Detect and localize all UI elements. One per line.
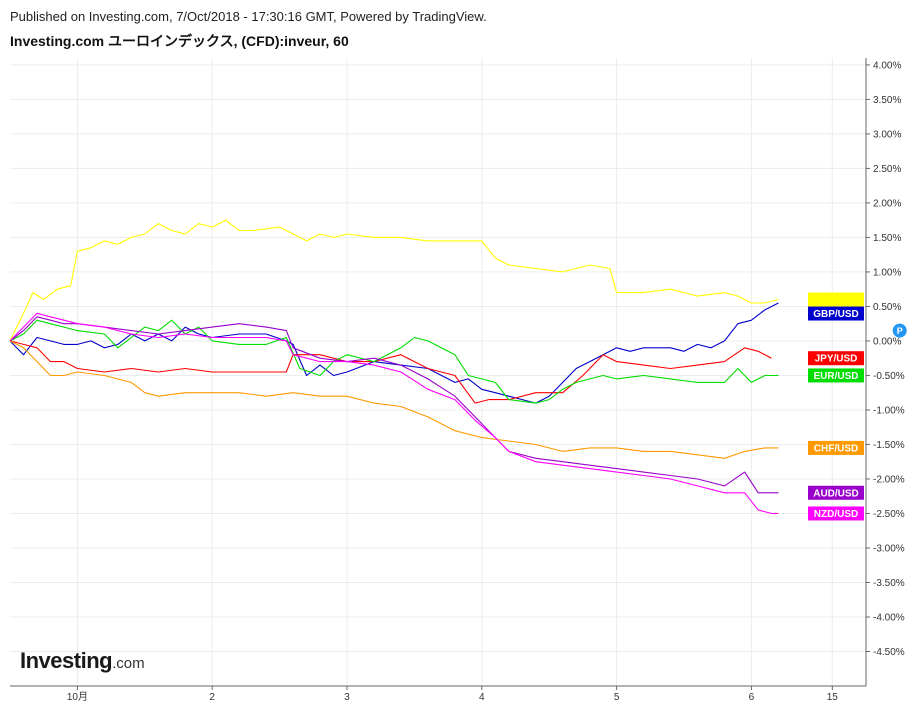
y-tick-label: -3.00%: [873, 543, 905, 554]
series-tag-label: NZD/USD: [814, 509, 858, 520]
series-tag-label: EUR/USD: [813, 371, 858, 382]
y-tick-label: -2.50%: [873, 509, 905, 520]
y-tick-label: 1.00%: [873, 267, 901, 278]
investing-logo: Investing.com: [20, 648, 145, 674]
logo-suffix: .com: [112, 655, 145, 672]
y-tick-label: -1.50%: [873, 440, 905, 451]
series-tag-gbp-usd: [808, 306, 864, 321]
x-tick-label: 2: [209, 692, 215, 703]
series-lines: [9, 219, 779, 515]
series-tag-label: CHF/USD: [814, 443, 858, 454]
series-tag-index: [808, 292, 864, 307]
series-tag-label: GBP/USD: [813, 309, 859, 320]
series-tag-label: AUD/USD: [813, 488, 859, 499]
y-tick-label: 0.00%: [873, 336, 901, 347]
grid: [10, 58, 866, 686]
p-marker-label: P: [897, 326, 903, 336]
series-line-index: [9, 219, 779, 342]
y-tick-label: 4.00%: [873, 60, 901, 71]
y-tick-label: 3.50%: [873, 95, 901, 106]
x-tick-label: 6: [749, 692, 755, 703]
series-line-jpy-usd: [9, 340, 772, 404]
y-tick-label: 2.00%: [873, 198, 901, 209]
series-tag-eur-usd: [808, 368, 864, 383]
x-tick-label: 4: [479, 692, 485, 703]
series-tag-aud-usd: [808, 485, 864, 500]
series-line-aud-usd: [9, 316, 779, 494]
published-note: Published on Investing.com, 7/Oct/2018 -…: [10, 9, 487, 24]
x-tick-label: 3: [344, 692, 350, 703]
series-tag-jpy-usd: [808, 351, 864, 366]
p-marker[interactable]: P: [892, 323, 907, 338]
axes: 4.00% 3.50% 3.00% 2.50% 2.00% 1.50% 1.00% 0.50%…: [10, 58, 905, 703]
y-tick-label: -0.50%: [873, 371, 905, 382]
y-tick-label: -4.00%: [873, 612, 905, 623]
series-tag-nzd-usd: [808, 506, 864, 521]
series-tag-label: JPY/USD: [815, 354, 858, 365]
y-tick-label: -1.00%: [873, 405, 905, 416]
y-tick-label: -3.50%: [873, 578, 905, 589]
series-tag-chf-usd: [808, 440, 864, 455]
y-tick-label: 1.50%: [873, 233, 901, 244]
x-tick-label: 10月: [67, 691, 88, 703]
series-line-gbp-usd: [9, 302, 779, 404]
chart-title: Investing.com ユーロインデックス, (CFD):inveur, 6…: [10, 33, 349, 49]
series-line-eur-usd: [9, 319, 779, 404]
y-tick-label: -4.50%: [873, 647, 905, 658]
x-tick-label: 5: [614, 692, 620, 703]
logo-main: Investing: [20, 648, 113, 673]
y-tick-label: 2.50%: [873, 164, 901, 175]
y-tick-label: 3.00%: [873, 129, 901, 140]
y-tick-label: 0.50%: [873, 302, 901, 313]
y-tick-label: -2.00%: [873, 474, 905, 485]
series-line-chf-usd: [9, 340, 779, 459]
series-line-nzd-usd: [9, 312, 779, 515]
p-marker-circle: [892, 323, 907, 338]
series-tags: GBP/USD JPY/USD EUR/USD CHF/USD AUD/USD NZD/U…: [808, 292, 864, 521]
x-tick-label: 15: [827, 692, 839, 703]
